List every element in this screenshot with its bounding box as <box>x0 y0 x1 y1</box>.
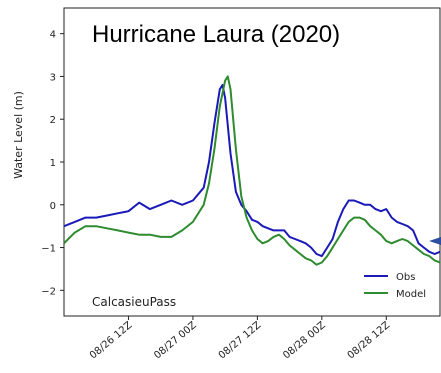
y-tick-label: −2 <box>41 286 56 297</box>
y-tick-label: 4 <box>50 30 56 41</box>
y-axis-ticks: −2 −1 0 1 2 3 4 <box>41 30 64 297</box>
y-tick-label: 2 <box>50 115 56 126</box>
y-tick-label: −1 <box>41 244 56 255</box>
arrow-marker-icon <box>429 237 441 245</box>
chart-title: Hurricane Laura (2020) <box>92 21 340 48</box>
series-lines <box>64 75 440 266</box>
y-tick-label: 1 <box>50 158 56 169</box>
axes-frame <box>63 7 441 317</box>
x-tick-label: 08/27 00Z <box>152 320 199 362</box>
y-tick-label: 0 <box>50 201 56 212</box>
y-tick-label: 3 <box>50 72 56 83</box>
x-tick-label: 08/28 12Z <box>346 320 393 362</box>
x-axis-ticks: 08/26 12Z 08/27 00Z 08/27 12Z 08/28 00Z 08/2… <box>88 316 393 362</box>
series-line-model <box>64 75 440 266</box>
plot-area <box>63 7 441 317</box>
x-tick-label: 08/28 00Z <box>281 320 328 362</box>
station-label: CalcasieuPass <box>92 295 176 309</box>
series-line-obs <box>64 84 440 258</box>
legend-label-obs: Obs <box>396 272 415 283</box>
y-axis-label: Water Level (m) <box>12 91 25 179</box>
legend: Obs Model <box>364 272 426 300</box>
x-tick-label: 08/27 12Z <box>217 320 264 362</box>
legend-label-model: Model <box>396 289 426 300</box>
x-tick-label: 08/26 12Z <box>88 320 135 362</box>
